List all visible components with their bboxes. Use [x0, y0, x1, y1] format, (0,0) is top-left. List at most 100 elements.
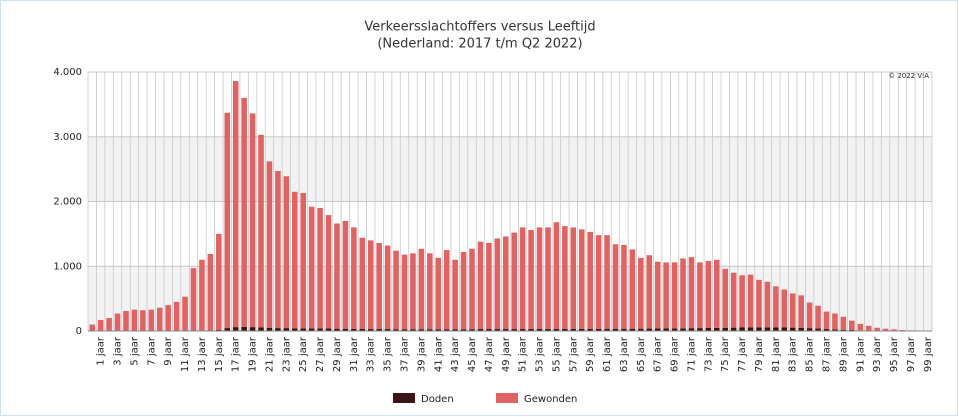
bar-segment [815, 305, 821, 329]
bar-segment [401, 329, 408, 331]
x-tick-label: 9 jaar [163, 336, 174, 366]
x-tick-label: 33 jaar [366, 336, 377, 372]
bar-segment [823, 311, 830, 330]
x-tick-label: 37 jaar [400, 336, 411, 372]
bar-segment [764, 327, 771, 331]
bar-segment [612, 328, 619, 331]
x-tick-label: 13 jaar [197, 336, 208, 372]
bar-segment [114, 313, 121, 331]
bar-segment [241, 97, 247, 327]
bar-segment [401, 254, 408, 330]
bar-segment [604, 328, 610, 331]
bar-segment [359, 237, 366, 329]
x-tick-label: 95 jaar [889, 336, 900, 372]
y-tick-label: 0 [76, 326, 82, 337]
bar-segment [595, 235, 602, 329]
bar-segment [781, 327, 788, 331]
bar-segment [469, 248, 475, 330]
x-tick-label: 85 jaar [805, 336, 816, 372]
x-tick-label: 65 jaar [636, 336, 647, 372]
bar-segment [443, 250, 450, 330]
bar-segment [730, 327, 737, 331]
bar-segment [815, 328, 821, 331]
bar-segment [595, 328, 602, 331]
bar-segment [283, 328, 290, 331]
legend-swatch [393, 393, 415, 403]
bar-segment [604, 235, 610, 329]
bar-segment [747, 274, 754, 328]
bar-segment [739, 327, 745, 331]
x-tick-label: 11 jaar [180, 336, 191, 372]
x-tick-label: 41 jaar [433, 336, 444, 372]
x-tick-label: 7 jaar [146, 336, 157, 366]
bar-segment [384, 329, 391, 331]
legend-swatch [496, 393, 518, 403]
bar-segment [410, 329, 416, 331]
bar-segment [823, 329, 830, 331]
bar-segment [232, 327, 239, 331]
bar-segment [713, 327, 720, 331]
x-tick-label: 3 jaar [113, 336, 124, 366]
bar-segment [545, 227, 551, 329]
bar-segment [722, 268, 729, 328]
bar-segment [747, 327, 754, 331]
bar-segment [713, 259, 720, 328]
bar-segment [798, 295, 804, 328]
bar-segment [562, 328, 568, 331]
bar-segment [325, 328, 332, 331]
x-tick-label: 43 jaar [450, 336, 461, 372]
x-tick-label: 67 jaar [653, 336, 664, 372]
bar-segment [832, 313, 838, 330]
bar-segment [722, 327, 729, 331]
bar-segment [519, 227, 526, 330]
bar-segment [536, 227, 543, 329]
bar-segment [351, 227, 357, 329]
bar-segment [427, 329, 433, 331]
x-tick-label: 97 jaar [906, 336, 917, 372]
chart-title: Verkeersslachtoffers versus Leeftijd [364, 20, 595, 35]
bar-segment [393, 329, 399, 331]
bar-segment [882, 328, 889, 331]
bar-segment [148, 309, 155, 331]
bar-segment [789, 293, 796, 328]
bar-segment [232, 81, 239, 328]
x-tick-label: 35 jaar [383, 336, 394, 372]
bar-segment [865, 325, 872, 331]
bar-segment [266, 327, 273, 331]
x-tick-label: 89 jaar [838, 336, 849, 372]
x-tick-label: 55 jaar [551, 336, 562, 372]
bar-segment [680, 328, 686, 331]
bar-segment [249, 113, 256, 328]
bar-segment [849, 320, 855, 331]
bar-segment [334, 223, 340, 329]
x-tick-label: 5 jaar [129, 336, 140, 366]
legend-label: Doden [421, 394, 454, 405]
bar-segment [781, 289, 788, 328]
bar-segment [671, 328, 678, 331]
bar-segment [578, 328, 585, 331]
bar-segment [89, 324, 96, 331]
bar-segment [638, 328, 644, 331]
bar-segment [351, 328, 357, 331]
bar-segment [342, 328, 349, 331]
bar-segment [300, 193, 307, 329]
bar-segment [494, 329, 501, 331]
bar-segment [418, 248, 425, 330]
chart-subtitle: (Nederland: 2017 t/m Q2 2022) [377, 37, 582, 52]
bar-segment [671, 262, 678, 329]
bar-segment [376, 329, 382, 331]
x-tick-label: 49 jaar [501, 336, 512, 372]
bar-segment [97, 319, 104, 331]
y-tick-label: 3.000 [53, 132, 82, 143]
x-tick-label: 79 jaar [754, 336, 765, 372]
y-tick-label: 1.000 [53, 261, 82, 272]
bar-segment [680, 258, 686, 329]
bar-segment [165, 305, 171, 331]
x-tick-label: 75 jaar [720, 336, 731, 372]
x-tick-label: 39 jaar [416, 336, 427, 372]
bar-segment [241, 326, 247, 331]
bar-segment [587, 231, 593, 329]
bar-segment [258, 327, 264, 331]
bar-segment [367, 240, 374, 330]
bar-segment [857, 323, 864, 331]
